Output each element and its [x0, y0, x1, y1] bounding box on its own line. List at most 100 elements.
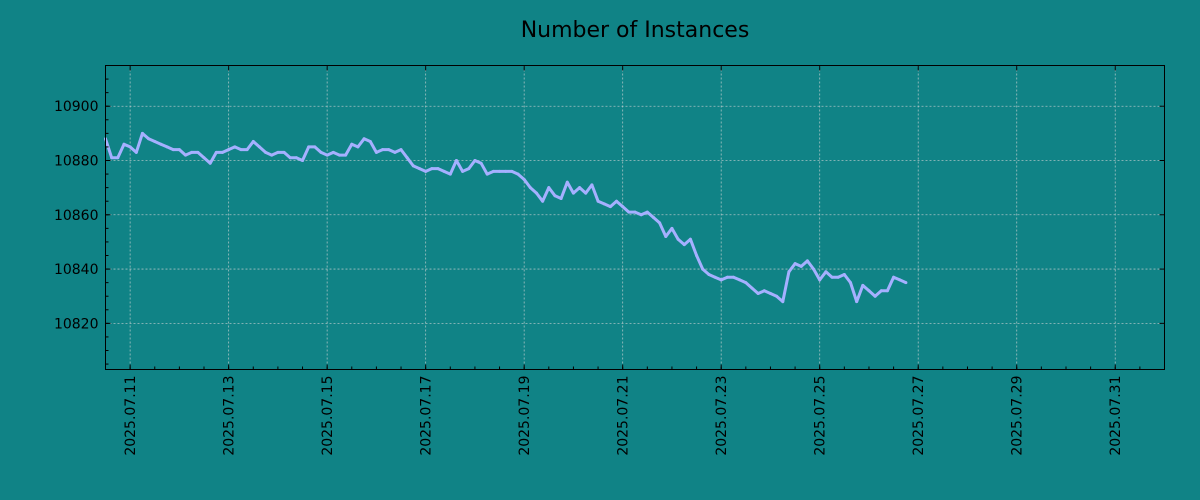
data-point: [510, 169, 514, 173]
x-tick-label: 2025.07.13: [222, 376, 238, 456]
data-point: [608, 205, 612, 209]
data-point: [257, 145, 261, 149]
data-point: [448, 172, 452, 176]
data-point: [571, 191, 575, 195]
data-point: [110, 156, 114, 160]
data-point: [128, 145, 132, 149]
y-tick-label: 10840: [54, 262, 99, 278]
x-tick-label: 2025.07.31: [1108, 376, 1124, 456]
data-point: [239, 148, 243, 152]
data-point: [454, 159, 458, 162]
data-point: [424, 169, 428, 173]
y-tick-labels: 10820 10840 10860 10880 10900: [54, 99, 99, 332]
data-point: [202, 156, 206, 160]
data-point: [812, 267, 816, 271]
data-point: [405, 156, 409, 160]
data-point: [436, 167, 440, 171]
data-point: [196, 150, 200, 154]
data-point: [307, 145, 311, 149]
data-point: [504, 169, 508, 173]
data-point: [855, 300, 859, 304]
data-point: [153, 140, 157, 143]
data-point: [159, 142, 163, 146]
data-point: [177, 148, 181, 152]
x-tick-label: 2025.07.19: [517, 376, 533, 456]
data-point: [534, 191, 538, 195]
data-point: [220, 150, 224, 154]
data-point: [184, 153, 188, 157]
data-point: [805, 259, 809, 263]
x-tick-label: 2025.07.27: [911, 376, 927, 456]
data-point: [836, 275, 840, 279]
data-point: [898, 278, 902, 282]
data-point: [719, 278, 723, 282]
data-point: [682, 243, 686, 247]
x-tick-label: 2025.07.29: [1010, 376, 1026, 456]
data-point: [793, 262, 797, 266]
axis-ticks: [105, 65, 1165, 370]
data-point: [824, 270, 828, 274]
data-point: [701, 267, 705, 271]
data-point: [818, 278, 822, 282]
data-point: [233, 145, 237, 149]
x-tick-label: 2025.07.17: [419, 376, 435, 456]
data-point: [695, 254, 699, 257]
data-point: [350, 142, 354, 146]
data-point: [602, 202, 606, 206]
data-point: [670, 226, 674, 230]
data-point: [140, 131, 144, 135]
data-point: [251, 140, 255, 143]
data-point: [639, 213, 643, 217]
data-point: [467, 167, 471, 171]
data-point: [473, 159, 477, 162]
data-point: [768, 292, 772, 295]
series-line: [104, 131, 907, 304]
data-point: [387, 148, 391, 152]
data-point: [775, 294, 779, 298]
data-point: [725, 275, 729, 279]
data-point: [633, 210, 637, 214]
data-point: [208, 161, 212, 165]
data-point: [762, 289, 766, 293]
data-point: [282, 150, 286, 154]
x-tick-label: 2025.07.21: [616, 376, 632, 456]
data-point: [245, 148, 249, 152]
data-point: [171, 148, 175, 152]
data-point: [707, 273, 711, 276]
data-point: [374, 150, 378, 154]
x-tick-labels: 2025.07.11 2025.07.13 2025.07.15 2025.07.17…: [123, 376, 1124, 456]
data-point: [430, 167, 434, 171]
data-point: [713, 275, 717, 279]
data-point: [787, 270, 791, 274]
data-point: [756, 292, 760, 295]
grid: [105, 65, 1165, 370]
data-point: [584, 191, 588, 195]
data-point: [461, 169, 465, 173]
data-point: [399, 148, 403, 152]
x-tick-label: 2025.07.11: [123, 376, 139, 456]
data-point: [331, 150, 335, 154]
data-point: [190, 150, 194, 154]
data-point: [485, 172, 489, 176]
data-point: [264, 150, 268, 154]
data-point: [381, 148, 385, 152]
plot-frame: [105, 65, 1165, 370]
data-point: [867, 289, 871, 293]
data-point: [627, 210, 631, 214]
data-point: [688, 237, 692, 241]
data-point: [621, 205, 625, 209]
data-point: [368, 140, 372, 143]
data-point: [479, 161, 483, 165]
data-point: [344, 153, 348, 157]
data-point: [892, 275, 896, 279]
x-tick-label: 2025.07.23: [714, 376, 730, 456]
data-point: [541, 199, 545, 203]
data-point: [848, 281, 852, 285]
data-point: [578, 186, 582, 190]
series-layer: [104, 131, 908, 304]
data-point: [738, 278, 742, 282]
data-point: [522, 178, 526, 181]
data-point: [356, 145, 360, 149]
data-point: [904, 281, 908, 285]
data-point: [547, 186, 551, 190]
